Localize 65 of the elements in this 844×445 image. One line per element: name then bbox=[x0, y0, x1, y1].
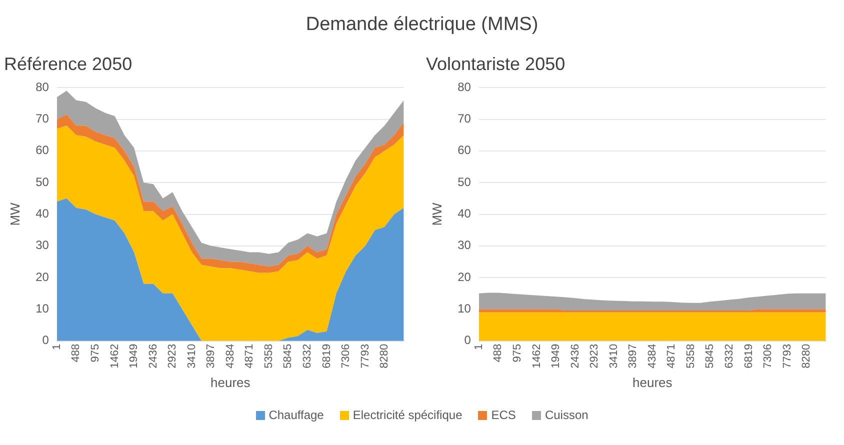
x-tick-label: 4871 bbox=[666, 344, 678, 368]
legend-label: Cuisson bbox=[544, 408, 588, 422]
y-tick-label: 60 bbox=[458, 143, 472, 158]
x-tick-label: 3897 bbox=[205, 344, 218, 368]
x-tick-label: 6819 bbox=[742, 344, 755, 368]
x-tick-label: 6332 bbox=[301, 344, 314, 368]
x-tick-label: 1949 bbox=[550, 344, 562, 368]
x-tick-label: 488 bbox=[70, 344, 82, 362]
y-tick-label: 60 bbox=[36, 143, 50, 158]
y-tick-label: 80 bbox=[458, 80, 472, 94]
x-tick-label: 5845 bbox=[282, 344, 294, 368]
y-tick-label: 0 bbox=[42, 333, 50, 348]
x-tick-label: 4384 bbox=[224, 344, 236, 368]
x-tick-label: 3410 bbox=[186, 344, 198, 368]
x-tick-label: 3410 bbox=[608, 344, 620, 368]
y-tick-label: 50 bbox=[36, 174, 50, 189]
x-tick-label: 1 bbox=[472, 344, 485, 350]
x-tick-label: 2436 bbox=[147, 344, 160, 368]
legend-label: ECS bbox=[490, 408, 516, 422]
y-tick-label: 10 bbox=[458, 302, 472, 316]
x-tick-label: 975 bbox=[90, 344, 102, 362]
y-tick-label: 80 bbox=[36, 80, 50, 94]
legend-label: Chauffage bbox=[268, 408, 324, 422]
x-tick-label: 7793 bbox=[781, 344, 794, 368]
y-tick-label: 40 bbox=[36, 206, 50, 221]
y-tick-label: 50 bbox=[458, 174, 472, 189]
y-tick-label: 20 bbox=[36, 270, 50, 284]
y-tick-label: 30 bbox=[36, 238, 50, 252]
x-tick-label: 7306 bbox=[762, 344, 774, 368]
y-tick-label: 0 bbox=[464, 333, 472, 348]
legend-label: Electricité spécifique bbox=[352, 408, 462, 422]
x-tick-label: 7793 bbox=[359, 344, 372, 368]
x-tick-label: 5358 bbox=[684, 344, 697, 368]
x-tick-label: 4384 bbox=[646, 344, 658, 368]
x-tick-label: 2923 bbox=[166, 344, 179, 368]
y-tick-label: 70 bbox=[458, 112, 472, 126]
x-tick-label: 8280 bbox=[800, 344, 813, 368]
x-tick-label: 1949 bbox=[128, 344, 140, 368]
x-tick-label: 6819 bbox=[320, 344, 333, 368]
x-tick-label: 2923 bbox=[588, 344, 601, 368]
x-tick-label: 1462 bbox=[530, 344, 543, 368]
x-tick-label: 3897 bbox=[627, 344, 640, 368]
y-tick-label: 40 bbox=[458, 206, 472, 221]
x-tick-label: 2436 bbox=[569, 344, 582, 368]
x-tick-label: 975 bbox=[512, 344, 524, 362]
x-tick-label: 6332 bbox=[723, 344, 736, 368]
chart-title: Volontariste 2050 bbox=[426, 54, 566, 74]
x-tick-label: 1 bbox=[50, 344, 63, 350]
y-tick-label: 30 bbox=[458, 238, 472, 252]
y-axis-title: MW bbox=[429, 202, 444, 226]
x-tick-label: 1462 bbox=[108, 344, 121, 368]
x-tick-label: 4871 bbox=[244, 344, 256, 368]
y-tick-label: 70 bbox=[36, 112, 50, 126]
x-tick-label: 5358 bbox=[262, 344, 275, 368]
x-tick-label: 8280 bbox=[378, 344, 391, 368]
chart-title: Référence 2050 bbox=[4, 54, 132, 74]
x-tick-label: 5845 bbox=[704, 344, 716, 368]
x-axis-title: heures bbox=[210, 374, 251, 390]
x-tick-label: 7306 bbox=[340, 344, 352, 368]
x-tick-label: 488 bbox=[492, 344, 504, 362]
y-tick-label: 20 bbox=[458, 270, 472, 284]
x-axis-title: heures bbox=[632, 374, 673, 390]
y-axis-title: MW bbox=[7, 202, 22, 226]
y-tick-label: 10 bbox=[36, 302, 50, 316]
text: Demande électrique (MMS) bbox=[304, 14, 540, 36]
